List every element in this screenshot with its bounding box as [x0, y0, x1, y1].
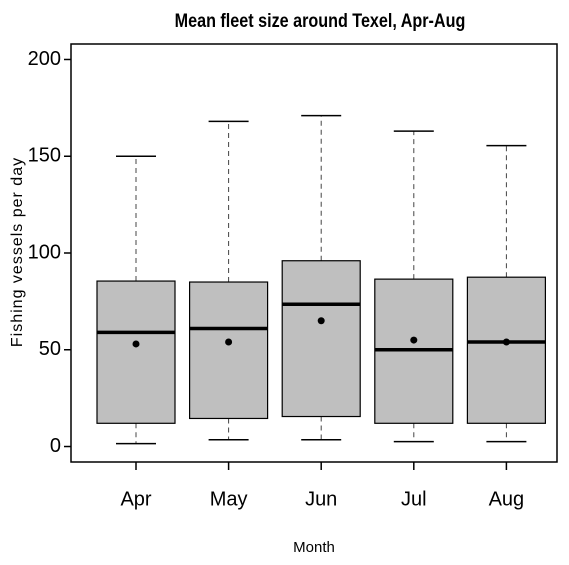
y-tick-label: 150: [28, 145, 61, 167]
x-tick-label: Jul: [401, 488, 427, 510]
y-axis-label: Fishing vessels per day: [9, 157, 26, 347]
x-axis-label: Month: [293, 539, 335, 556]
chart-title: Mean fleet size around Texel, Apr-Aug: [175, 10, 466, 32]
mean-point: [225, 338, 233, 346]
box: [281, 260, 361, 418]
y-tick-label: 100: [28, 241, 61, 263]
mean-point: [410, 336, 418, 344]
x-tick-label: May: [210, 488, 248, 510]
y-tick-label: 200: [28, 48, 61, 70]
mean-point: [502, 338, 510, 346]
y-tick-label: 50: [39, 338, 61, 360]
box: [189, 281, 269, 420]
mean-point: [317, 317, 325, 325]
y-tick-label: 0: [50, 435, 61, 457]
x-tick-label: Aug: [489, 488, 525, 510]
mean-point: [132, 340, 140, 348]
box: [96, 280, 176, 424]
box: [466, 276, 546, 424]
x-tick-label: Jun: [305, 488, 337, 510]
x-tick-label: Apr: [120, 488, 151, 510]
